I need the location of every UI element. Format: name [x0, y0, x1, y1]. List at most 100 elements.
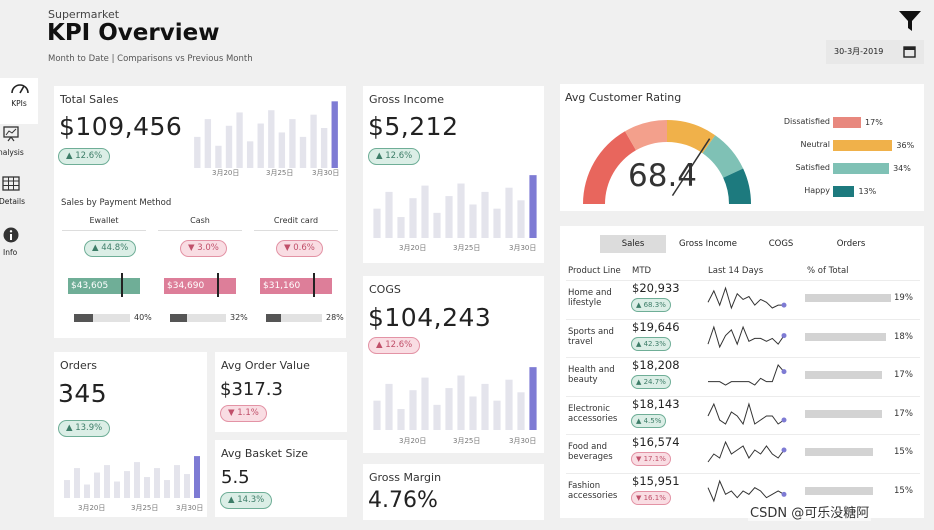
- product-name: Home and lifestyle: [568, 288, 612, 308]
- payment-share-fill: [170, 314, 187, 322]
- bar: [84, 484, 90, 498]
- table-row[interactable]: Health and beauty $18,208 ▲ 24.7% 17%: [560, 357, 924, 395]
- row-divider: [566, 357, 920, 358]
- product-name: Health and beauty: [568, 365, 615, 385]
- payment-change: ▲ 44.8%: [84, 240, 137, 257]
- bar: [469, 396, 477, 430]
- nav-analysis[interactable]: nalysis: [0, 126, 30, 160]
- bar: [433, 212, 441, 238]
- sparkline-last-point: [781, 369, 787, 375]
- table-row[interactable]: Food and beverages $16,574 ▼ 17.1% 15%: [560, 434, 924, 472]
- percent-of-total: 19%: [894, 293, 913, 303]
- sparkline-line: [707, 324, 785, 348]
- table-row[interactable]: Electronic accessories $18,143 ▲ 4.5% 17%: [560, 396, 924, 434]
- bar: [397, 217, 405, 238]
- bar: [104, 465, 110, 498]
- cogs-tick: 3月25日: [453, 437, 481, 445]
- sparkline: [707, 401, 787, 425]
- bar: [268, 110, 275, 168]
- avg-basket-card: Avg Basket Size 5.5 ▲ 14.3%: [215, 440, 347, 517]
- percent-bar: [805, 486, 873, 495]
- percent-bar: [805, 332, 886, 341]
- avg-order-change: ▼ 1.1%: [220, 405, 267, 422]
- bar: [505, 379, 513, 430]
- bar: [445, 196, 453, 238]
- cogs-change: ▲ 12.6%: [368, 337, 421, 354]
- sparkline: [707, 479, 787, 502]
- gauge-segment: [583, 131, 636, 204]
- bar: [278, 132, 286, 168]
- bar: [385, 383, 393, 430]
- total-sales-card: Total Sales $109,456 ▲ 12.6% 3月20日 3月25日…: [54, 86, 346, 338]
- gross-income-bars: [373, 175, 537, 238]
- bar: [164, 480, 170, 498]
- table-row[interactable]: Fashion accessories $15,951 ▼ 16.1% 15%: [560, 473, 924, 511]
- total-sales-tick: 3月20日: [212, 169, 240, 177]
- bar: [421, 377, 429, 430]
- gauge-segment: [702, 135, 744, 178]
- sparkline-last-point: [781, 332, 787, 338]
- payment-share-track: [170, 314, 226, 322]
- bar: [529, 175, 537, 238]
- payment-method-name: Ewallet: [89, 216, 119, 225]
- nav-kpis[interactable]: KPIs: [0, 78, 38, 124]
- nav-analysis-label: nalysis: [0, 148, 24, 157]
- rating-card: Avg Customer Rating 68.4 Dissatisfied 17%…: [560, 84, 924, 211]
- orders-tick: 3月20日: [78, 504, 106, 512]
- nav-info-label: Info: [3, 248, 18, 257]
- sparkline-line: [707, 401, 785, 425]
- divider: [254, 230, 338, 231]
- row-divider: [566, 472, 920, 474]
- bar: [331, 101, 338, 168]
- nav-info[interactable]: Info: [0, 227, 30, 261]
- payment-share-track: [266, 314, 322, 322]
- percent-of-total: 17%: [894, 408, 913, 419]
- orders-label: Orders: [60, 359, 97, 372]
- table-row[interactable]: Sports and travel $19,646 ▲ 42.3% 18%: [560, 319, 924, 357]
- date-value: 30-3月-2019: [834, 47, 884, 56]
- product-mtd: $18,208: [632, 358, 680, 372]
- legend-label: Neutral: [800, 140, 830, 149]
- orders-card: Orders 345 ▲ 13.9% 3月20日 3月25日 3月30日: [54, 352, 207, 517]
- gross-income-value: $5,212: [368, 112, 459, 141]
- page-title: KPI Overview: [47, 20, 220, 46]
- tab-gross-income[interactable]: Gross Income: [679, 239, 737, 249]
- date-picker[interactable]: 30-3月-2019: [826, 40, 924, 64]
- legend-label: Happy: [804, 186, 830, 195]
- product-mtd: $20,933: [632, 281, 680, 295]
- table-icon: [2, 176, 20, 191]
- total-sales-value: $109,456: [59, 112, 183, 141]
- sparkline-line: [707, 286, 784, 310]
- product-change: ▲ 68.3%: [631, 298, 671, 312]
- tab-sales[interactable]: Sales: [600, 235, 666, 253]
- tab-cogs[interactable]: COGS: [768, 239, 794, 249]
- cogs-tick: 3月30日: [509, 437, 537, 445]
- bar: [320, 128, 328, 168]
- filter-icon[interactable]: [898, 10, 922, 32]
- legend-pct: 36%: [896, 141, 915, 150]
- speedometer-icon: [11, 84, 29, 94]
- product-change: ▲ 42.3%: [631, 336, 671, 351]
- nav-details[interactable]: Details: [0, 176, 30, 210]
- cogs-tick: 3月20日: [399, 437, 427, 445]
- percent-bar: [805, 294, 891, 302]
- rating-legend: Dissatisfied 17% Neutral 36% Satisfied 34% Hap…: [760, 112, 924, 202]
- gross-income-tick: 3月20日: [399, 244, 427, 252]
- row-divider: [566, 280, 920, 281]
- avg-basket-change: ▲ 14.3%: [220, 492, 273, 509]
- tab-orders[interactable]: Orders: [836, 239, 866, 249]
- orders-change: ▲ 13.9%: [58, 420, 111, 437]
- cogs-label: COGS: [369, 283, 401, 296]
- product-mtd: $16,574: [632, 435, 680, 449]
- divider: [62, 230, 146, 231]
- legend-bar: [833, 163, 890, 174]
- payment-value-bar: $43,605: [68, 278, 140, 294]
- percent-bar: [805, 448, 873, 456]
- payment-methods: Ewallet ▲ 44.8% $43,605 40% Cash ▼ 3.0% $34,69…: [54, 216, 346, 336]
- bar: [310, 114, 317, 168]
- product-mtd: $18,143: [632, 396, 680, 411]
- table-row[interactable]: Home and lifestyle $20,933 ▲ 68.3% 19%: [560, 280, 924, 318]
- percent-of-total: 17%: [894, 370, 913, 380]
- payment-method-name: Cash: [190, 216, 210, 225]
- orders-tick: 3月30日: [176, 504, 204, 512]
